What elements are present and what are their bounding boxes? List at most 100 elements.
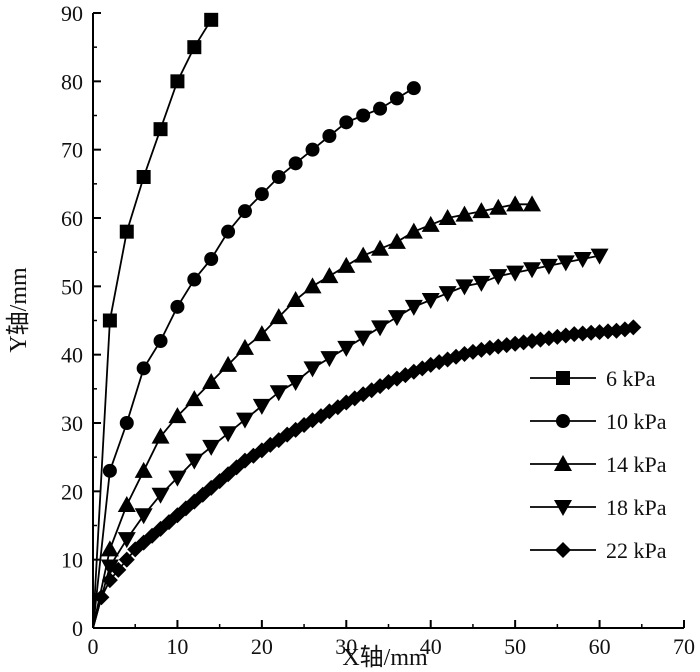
y-tick-label: 40 [61, 343, 83, 368]
data-point [373, 101, 388, 116]
data-point [269, 308, 288, 325]
x-tick-label: 20 [251, 634, 273, 659]
data-point [187, 272, 202, 287]
data-point [185, 390, 204, 407]
y-tick-label: 60 [61, 206, 83, 231]
y-tick-label: 50 [61, 274, 83, 299]
x-tick-label: 40 [420, 634, 442, 659]
data-point [237, 204, 252, 219]
y-tick-label: 90 [61, 1, 83, 26]
data-point [625, 319, 642, 336]
x-tick-label: 70 [673, 634, 695, 659]
series-3 [92, 248, 609, 629]
series-0 [92, 12, 219, 629]
data-point [119, 416, 134, 430]
data-point [455, 205, 474, 222]
data-point [134, 508, 153, 525]
legend-marker [554, 455, 572, 471]
data-point [102, 463, 117, 478]
data-point [337, 256, 356, 273]
data-point [254, 187, 269, 202]
data-point [134, 461, 153, 478]
data-point [322, 129, 337, 143]
data-point [556, 255, 575, 272]
legend-label: 6 kPa [606, 366, 656, 391]
y-tick-label: 10 [61, 548, 83, 573]
legend-marker [554, 500, 572, 516]
data-point [303, 277, 322, 294]
legend-label: 22 kPa [606, 538, 667, 563]
x-tick-label: 0 [88, 634, 99, 659]
y-tick-label: 30 [61, 411, 83, 436]
data-point [354, 330, 373, 347]
data-point [235, 338, 254, 355]
y-tick-label: 80 [61, 69, 83, 94]
data-point [455, 279, 474, 296]
data-point [202, 439, 221, 456]
y-tick-label: 70 [61, 138, 83, 163]
data-point [117, 532, 136, 549]
data-point [204, 12, 219, 27]
data-point [153, 122, 168, 137]
data-point [523, 195, 542, 212]
legend-marker [555, 542, 571, 558]
series-layer [92, 12, 642, 629]
data-point [421, 215, 440, 232]
series-2 [92, 195, 542, 629]
data-point [389, 91, 404, 106]
data-point [339, 115, 354, 130]
y-tick-label: 20 [61, 479, 83, 504]
data-point [100, 540, 119, 557]
data-point [539, 258, 558, 275]
data-point [371, 320, 390, 337]
data-point [489, 198, 508, 215]
x-axis-title: X轴/mm [342, 644, 428, 671]
data-point [438, 286, 457, 303]
data-point [288, 156, 303, 171]
data-point [387, 232, 406, 249]
series-1 [92, 81, 421, 629]
data-point [118, 551, 135, 568]
data-point [305, 142, 320, 157]
data-point [202, 373, 221, 389]
data-point [151, 427, 170, 444]
data-point [136, 361, 151, 376]
data-point [102, 313, 117, 328]
data-point [506, 195, 525, 212]
data-point [573, 252, 592, 268]
legend-label: 18 kPa [606, 495, 667, 520]
data-point [303, 361, 322, 378]
data-point [235, 412, 254, 429]
data-point [221, 224, 236, 239]
data-point [406, 81, 421, 96]
data-point [119, 224, 134, 239]
data-point [404, 222, 423, 239]
data-point [438, 209, 457, 225]
legend-item: 14 kPa [530, 452, 667, 477]
data-point [354, 246, 373, 263]
data-point [117, 496, 136, 512]
legend-item: 10 kPa [530, 409, 667, 434]
data-point [252, 325, 271, 342]
data-point [404, 299, 423, 316]
data-point [371, 239, 390, 256]
x-tick-label: 30 [335, 634, 357, 659]
data-point [472, 275, 491, 292]
data-point [320, 267, 339, 284]
data-point [101, 572, 118, 589]
legend-marker [556, 371, 570, 385]
x-tick-label: 60 [589, 634, 611, 659]
y-tick-label: 0 [72, 616, 83, 641]
data-point [151, 487, 170, 504]
x-tick-label: 10 [166, 634, 188, 659]
data-point [185, 453, 204, 470]
legend-item: 6 kPa [530, 366, 656, 391]
legend-item: 18 kPa [530, 495, 667, 520]
series-4 [92, 319, 642, 629]
data-point [421, 293, 440, 309]
data-point [219, 426, 238, 443]
legend-label: 10 kPa [606, 409, 667, 434]
legend: 6 kPa 10 kPa 14 kPa 18 kPa 22 kPa [530, 366, 667, 563]
data-point [204, 252, 219, 266]
